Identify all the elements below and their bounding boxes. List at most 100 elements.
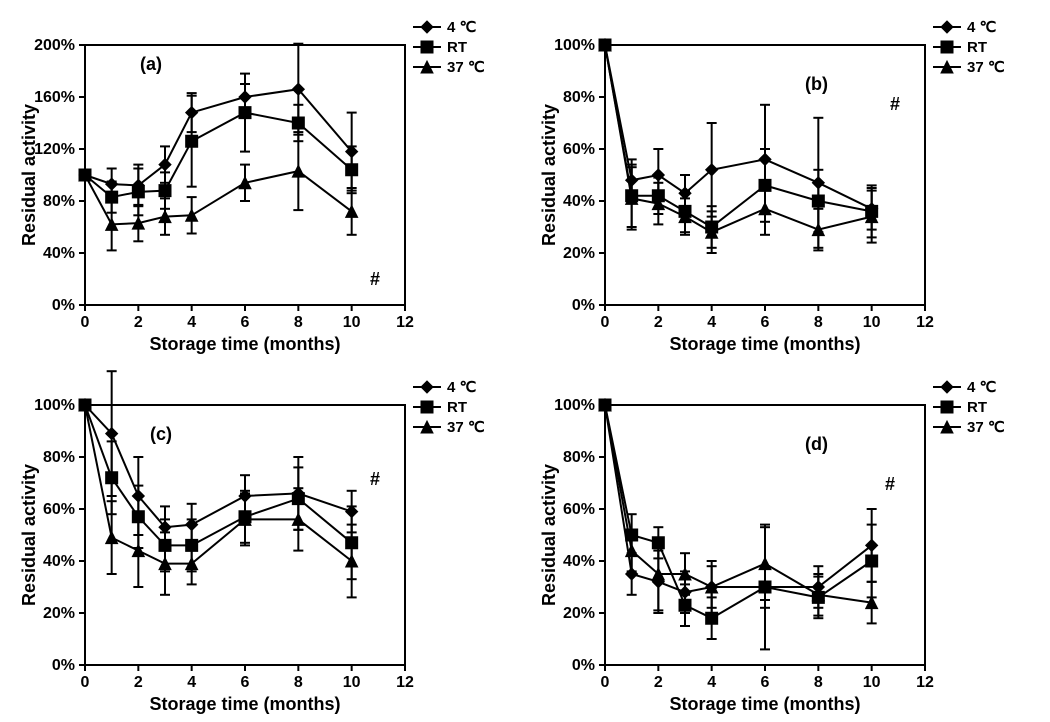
panel-a: 0246810120%40%80%120%160%200%Storage tim… bbox=[15, 15, 515, 345]
svg-text:40%: 40% bbox=[563, 553, 595, 570]
svg-text:80%: 80% bbox=[43, 193, 75, 210]
hash-annotation: # bbox=[885, 474, 895, 494]
legend-item: 4 ℃ bbox=[967, 379, 997, 396]
svg-text:0: 0 bbox=[81, 314, 90, 331]
series-line-RT bbox=[605, 45, 872, 227]
legend-item: RT bbox=[447, 39, 467, 56]
svg-text:20%: 20% bbox=[43, 605, 75, 622]
svg-text:100%: 100% bbox=[554, 397, 595, 414]
svg-text:12: 12 bbox=[916, 314, 934, 331]
data-point-37C bbox=[132, 545, 144, 557]
panel-label: (d) bbox=[805, 434, 828, 454]
legend-item: 4 ℃ bbox=[967, 19, 997, 36]
svg-text:2: 2 bbox=[654, 314, 663, 331]
data-point-RT bbox=[292, 117, 304, 129]
legend-item: RT bbox=[967, 399, 987, 416]
svg-text:120%: 120% bbox=[34, 141, 75, 158]
data-point-37C bbox=[759, 203, 771, 215]
svg-text:60%: 60% bbox=[563, 141, 595, 158]
svg-text:80%: 80% bbox=[563, 89, 595, 106]
data-point-RT bbox=[239, 107, 251, 119]
svg-text:8: 8 bbox=[814, 674, 823, 691]
series-line-37C bbox=[85, 405, 352, 564]
x-axis-label: Storage time (months) bbox=[149, 334, 340, 354]
svg-text:40%: 40% bbox=[43, 553, 75, 570]
svg-text:4: 4 bbox=[187, 314, 196, 331]
svg-text:4: 4 bbox=[707, 314, 716, 331]
svg-text:80%: 80% bbox=[43, 449, 75, 466]
svg-text:20%: 20% bbox=[563, 605, 595, 622]
svg-text:100%: 100% bbox=[34, 397, 75, 414]
svg-text:8: 8 bbox=[814, 314, 823, 331]
legend-item: 37 ℃ bbox=[967, 59, 1005, 76]
series-line-RT bbox=[85, 405, 352, 545]
svg-text:80%: 80% bbox=[563, 449, 595, 466]
svg-text:0%: 0% bbox=[572, 657, 595, 674]
legend-item: RT bbox=[447, 399, 467, 416]
svg-text:12: 12 bbox=[396, 674, 414, 691]
svg-text:160%: 160% bbox=[34, 89, 75, 106]
svg-text:10: 10 bbox=[863, 314, 881, 331]
data-point-RT bbox=[812, 195, 824, 207]
svg-text:8: 8 bbox=[294, 674, 303, 691]
svg-text:0%: 0% bbox=[52, 297, 75, 314]
svg-text:10: 10 bbox=[343, 314, 361, 331]
panel-c: 0246810120%20%40%60%80%100%Storage time … bbox=[15, 375, 515, 705]
legend-item: 4 ℃ bbox=[447, 19, 477, 36]
panel-label: (a) bbox=[140, 54, 162, 74]
svg-text:40%: 40% bbox=[43, 245, 75, 262]
series-line-4C bbox=[85, 89, 352, 185]
svg-text:0: 0 bbox=[81, 674, 90, 691]
svg-text:10: 10 bbox=[863, 674, 881, 691]
svg-text:6: 6 bbox=[241, 314, 250, 331]
series-line-4C bbox=[605, 45, 872, 209]
legend-item: 37 ℃ bbox=[447, 419, 485, 436]
data-point-37C bbox=[759, 558, 771, 570]
svg-text:6: 6 bbox=[241, 674, 250, 691]
panel-label: (b) bbox=[805, 74, 828, 94]
svg-text:200%: 200% bbox=[34, 37, 75, 54]
legend-item: 37 ℃ bbox=[967, 419, 1005, 436]
data-point-RT bbox=[679, 599, 691, 611]
panel-label: (c) bbox=[150, 424, 172, 444]
hash-annotation: # bbox=[370, 469, 380, 489]
y-axis-label: Residual activity bbox=[539, 464, 559, 606]
svg-text:4: 4 bbox=[707, 674, 716, 691]
svg-text:6: 6 bbox=[761, 314, 770, 331]
svg-text:100%: 100% bbox=[554, 37, 595, 54]
x-axis-label: Storage time (months) bbox=[669, 334, 860, 354]
svg-text:0%: 0% bbox=[572, 297, 595, 314]
svg-text:20%: 20% bbox=[563, 245, 595, 262]
svg-text:0%: 0% bbox=[52, 657, 75, 674]
series-line-37C bbox=[85, 171, 352, 224]
series-line-4C bbox=[605, 405, 872, 592]
svg-text:6: 6 bbox=[761, 674, 770, 691]
svg-text:12: 12 bbox=[396, 314, 414, 331]
x-axis-label: Storage time (months) bbox=[149, 694, 340, 714]
hash-annotation: # bbox=[890, 94, 900, 114]
svg-text:60%: 60% bbox=[563, 501, 595, 518]
y-axis-label: Residual activity bbox=[539, 104, 559, 246]
svg-text:12: 12 bbox=[916, 674, 934, 691]
figure: 0246810120%40%80%120%160%200%Storage tim… bbox=[0, 0, 1050, 722]
panel-b: 0246810120%20%40%60%80%100%Storage time … bbox=[535, 15, 1035, 345]
legend-item: 37 ℃ bbox=[447, 59, 485, 76]
data-point-RT bbox=[106, 472, 118, 484]
data-point-RT bbox=[186, 135, 198, 147]
svg-text:0: 0 bbox=[601, 314, 610, 331]
series-line-37C bbox=[605, 405, 872, 603]
svg-text:60%: 60% bbox=[43, 501, 75, 518]
svg-text:2: 2 bbox=[654, 674, 663, 691]
svg-text:8: 8 bbox=[294, 314, 303, 331]
svg-text:10: 10 bbox=[343, 674, 361, 691]
data-point-37C bbox=[106, 532, 118, 544]
y-axis-label: Residual activity bbox=[19, 464, 39, 606]
data-point-RT bbox=[132, 186, 144, 198]
data-point-RT bbox=[346, 164, 358, 176]
svg-text:0: 0 bbox=[601, 674, 610, 691]
data-point-RT bbox=[706, 612, 718, 624]
legend-item: RT bbox=[967, 39, 987, 56]
svg-text:40%: 40% bbox=[563, 193, 595, 210]
hash-annotation: # bbox=[370, 269, 380, 289]
svg-text:2: 2 bbox=[134, 314, 143, 331]
